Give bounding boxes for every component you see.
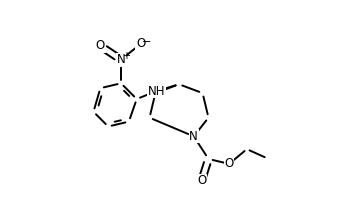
Text: N: N bbox=[189, 130, 198, 143]
Text: O: O bbox=[136, 37, 145, 50]
Text: N: N bbox=[117, 53, 125, 66]
Text: O: O bbox=[224, 157, 234, 170]
Text: +: + bbox=[122, 51, 131, 61]
Text: O: O bbox=[197, 174, 206, 187]
Text: −: − bbox=[142, 37, 151, 47]
Text: NH: NH bbox=[147, 85, 165, 98]
Text: O: O bbox=[96, 39, 105, 52]
